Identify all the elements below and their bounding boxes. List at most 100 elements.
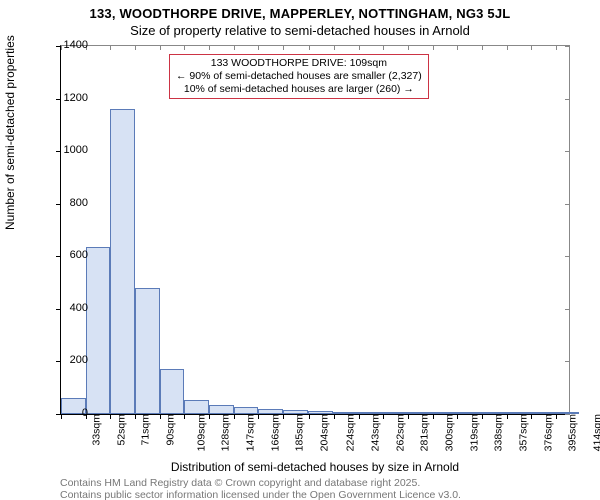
x-tick-mark: [556, 414, 557, 419]
x-tick-mark: [383, 414, 384, 419]
annotation-line1: 133 WOODTHORPE DRIVE: 109sqm: [176, 57, 422, 70]
histogram-bar: [431, 412, 456, 414]
annotation-line2: ← 90% of semi-detached houses are smalle…: [176, 70, 422, 83]
histogram-bar: [135, 288, 160, 414]
x-tick-mark-top: [433, 45, 434, 50]
y-axis-label: Number of semi-detached properties: [3, 35, 17, 230]
histogram-bar: [456, 412, 481, 414]
x-tick-label: 71sqm: [140, 414, 152, 446]
plot-area: 33sqm52sqm71sqm90sqm109sqm128sqm147sqm16…: [60, 45, 570, 415]
histogram-bar: [333, 412, 358, 414]
x-tick-mark: [433, 414, 434, 419]
y-tick-mark-right: [565, 309, 570, 310]
x-tick-label: 357sqm: [517, 414, 529, 451]
x-tick-mark: [283, 414, 284, 419]
x-tick-label: 395sqm: [567, 414, 579, 451]
x-tick-mark: [531, 414, 532, 419]
x-tick-mark-top: [160, 45, 161, 50]
x-tick-label: 224sqm: [345, 414, 357, 451]
x-tick-mark-top: [507, 45, 508, 50]
x-tick-mark: [209, 414, 210, 419]
x-tick-label: 281sqm: [419, 414, 431, 451]
x-tick-mark: [184, 414, 185, 419]
histogram-bar: [86, 247, 111, 414]
x-tick-mark-top: [184, 45, 185, 50]
x-tick-mark: [135, 414, 136, 419]
x-tick-label: 204sqm: [319, 414, 331, 451]
x-tick-mark-top: [408, 45, 409, 50]
y-tick-label: 1000: [48, 144, 88, 156]
histogram-bar: [382, 412, 407, 414]
footer-line2: Contains public sector information licen…: [60, 489, 461, 500]
x-tick-mark: [408, 414, 409, 419]
x-tick-mark-top: [283, 45, 284, 50]
x-tick-mark: [309, 414, 310, 419]
chart-container: 133, WOODTHORPE DRIVE, MAPPERLEY, NOTTIN…: [0, 0, 600, 500]
x-tick-mark: [482, 414, 483, 419]
y-tick-label: 0: [48, 407, 88, 419]
histogram-bar: [505, 412, 530, 414]
x-tick-mark: [234, 414, 235, 419]
x-tick-label: 319sqm: [468, 414, 480, 451]
y-tick-mark-right: [565, 361, 570, 362]
x-tick-mark: [457, 414, 458, 419]
y-tick-mark-right: [565, 256, 570, 257]
x-tick-label: 147sqm: [244, 414, 256, 451]
x-tick-mark: [258, 414, 259, 419]
x-tick-mark-top: [334, 45, 335, 50]
histogram-bar: [308, 411, 333, 414]
histogram-bar: [258, 409, 283, 414]
histogram-bar: [555, 412, 580, 414]
x-tick-label: 338sqm: [493, 414, 505, 451]
x-tick-label: 414sqm: [591, 414, 600, 451]
x-tick-label: 52sqm: [115, 414, 127, 446]
x-tick-label: 243sqm: [369, 414, 381, 451]
histogram-bar: [407, 412, 432, 414]
histogram-bar: [110, 109, 135, 414]
y-tick-mark-right: [565, 46, 570, 47]
x-tick-mark-top: [556, 45, 557, 50]
x-tick-mark: [359, 414, 360, 419]
x-tick-mark-top: [359, 45, 360, 50]
x-tick-mark-top: [135, 45, 136, 50]
y-tick-label: 1400: [48, 39, 88, 51]
y-tick-label: 400: [48, 302, 88, 314]
histogram-bar: [481, 412, 506, 414]
x-tick-label: 185sqm: [294, 414, 306, 451]
x-tick-label: 33sqm: [91, 414, 103, 446]
y-tick-label: 600: [48, 249, 88, 261]
x-tick-mark: [507, 414, 508, 419]
x-tick-mark-top: [457, 45, 458, 50]
x-tick-mark-top: [110, 45, 111, 50]
x-tick-mark-top: [482, 45, 483, 50]
x-tick-mark-top: [209, 45, 210, 50]
footer-line1: Contains HM Land Registry data © Crown c…: [60, 477, 420, 489]
y-tick-label: 800: [48, 197, 88, 209]
x-tick-label: 376sqm: [542, 414, 554, 451]
x-tick-mark-top: [383, 45, 384, 50]
y-tick-label: 200: [48, 354, 88, 366]
x-tick-label: 262sqm: [394, 414, 406, 451]
annotation-line3: 10% of semi-detached houses are larger (…: [176, 83, 422, 96]
x-tick-label: 166sqm: [269, 414, 281, 451]
histogram-bar: [234, 407, 259, 414]
y-tick-label: 1200: [48, 92, 88, 104]
x-tick-mark-top: [309, 45, 310, 50]
chart-title-line2: Size of property relative to semi-detach…: [0, 23, 600, 38]
y-tick-mark-right: [565, 99, 570, 100]
histogram-bar: [357, 412, 382, 414]
x-tick-mark-top: [258, 45, 259, 50]
histogram-bar: [209, 405, 234, 414]
x-tick-mark: [110, 414, 111, 419]
x-tick-label: 90sqm: [165, 414, 177, 446]
x-tick-mark-top: [531, 45, 532, 50]
annotation-box: 133 WOODTHORPE DRIVE: 109sqm ← 90% of se…: [169, 54, 429, 99]
histogram-bar: [160, 369, 185, 414]
histogram-bar: [530, 412, 555, 414]
histogram-bar: [184, 400, 209, 414]
histogram-bar: [283, 410, 308, 414]
x-tick-label: 109sqm: [195, 414, 207, 451]
x-axis-label: Distribution of semi-detached houses by …: [60, 460, 570, 474]
x-tick-label: 128sqm: [220, 414, 232, 451]
x-tick-mark: [334, 414, 335, 419]
